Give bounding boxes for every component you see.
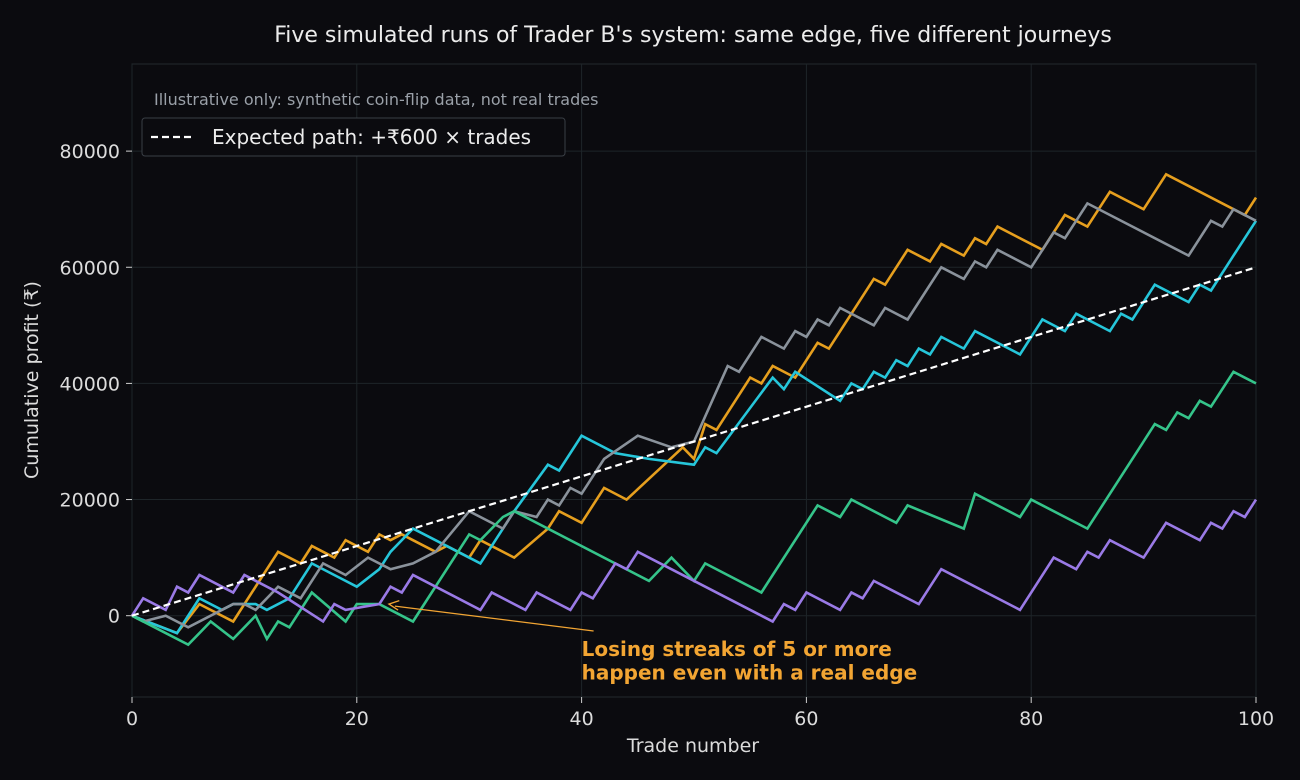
series-line-5 [130,498,1258,624]
expected-path-line [131,266,1257,617]
x-tick-label: 0 [126,708,138,730]
legend-frame [141,117,566,157]
x-tick-label: 100 [1238,708,1274,730]
y-axis-label: Cumulative profit (₹) [21,281,43,479]
y-tick-label: 40000 [60,373,120,395]
y-tick-label: 60000 [60,257,120,279]
annotation-arrow-line [394,605,594,632]
x-tick-label: 60 [794,708,818,730]
x-tick-label: 40 [570,708,594,730]
annotation-text-line-2: happen even with a real edge [582,660,918,684]
legend-label-expected: Expected path: +₹600 × trades [212,125,531,149]
series-layer [130,172,1258,647]
chart-subtitle: Illustrative only: synthetic coin-flip d… [154,90,598,109]
legend: Expected path: +₹600 × trades [141,117,566,157]
annotation-arrowhead [387,599,400,611]
chart-title: Five simulated runs of Trader B's system… [274,23,1112,48]
y-tick-label: 20000 [60,490,120,512]
series-line-1 [131,172,1258,635]
x-axis-label: Trade number [626,735,759,757]
plot-background [131,63,1257,698]
axes-layer: 0 20 40 60 80 100 0 20000 40000 60000 80000 [60,141,1275,730]
y-tick-label: 80000 [60,141,120,163]
series-line-4 [131,370,1257,647]
annotation-text-line-1: Losing streaks of 5 or more [582,637,892,661]
x-tick-label: 80 [1019,708,1043,730]
x-tick-label: 20 [345,708,369,730]
series-line-2 [131,220,1258,635]
y-tick-label: 0 [108,606,120,628]
